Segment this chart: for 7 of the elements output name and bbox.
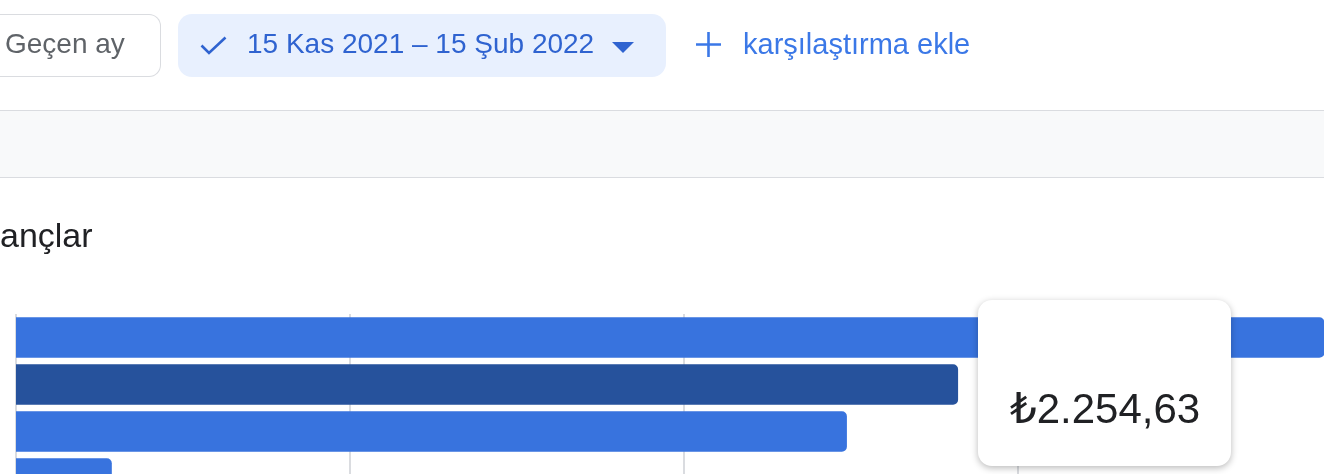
tooltip: ₺2.254,63 xyxy=(978,300,1231,466)
date-range-chip: 15 Kas 2021 – 15 Şub 2022 xyxy=(178,14,666,77)
chart-subtitle: 15 Kas 2021 – 15 Şub 2022 xyxy=(247,28,595,59)
chart-title: ançlar xyxy=(0,216,93,254)
annotation: ₺2.254,63 xyxy=(1010,385,1201,432)
text: karşılaştırma ekle xyxy=(743,27,971,60)
button: Geçen ay xyxy=(0,14,161,77)
